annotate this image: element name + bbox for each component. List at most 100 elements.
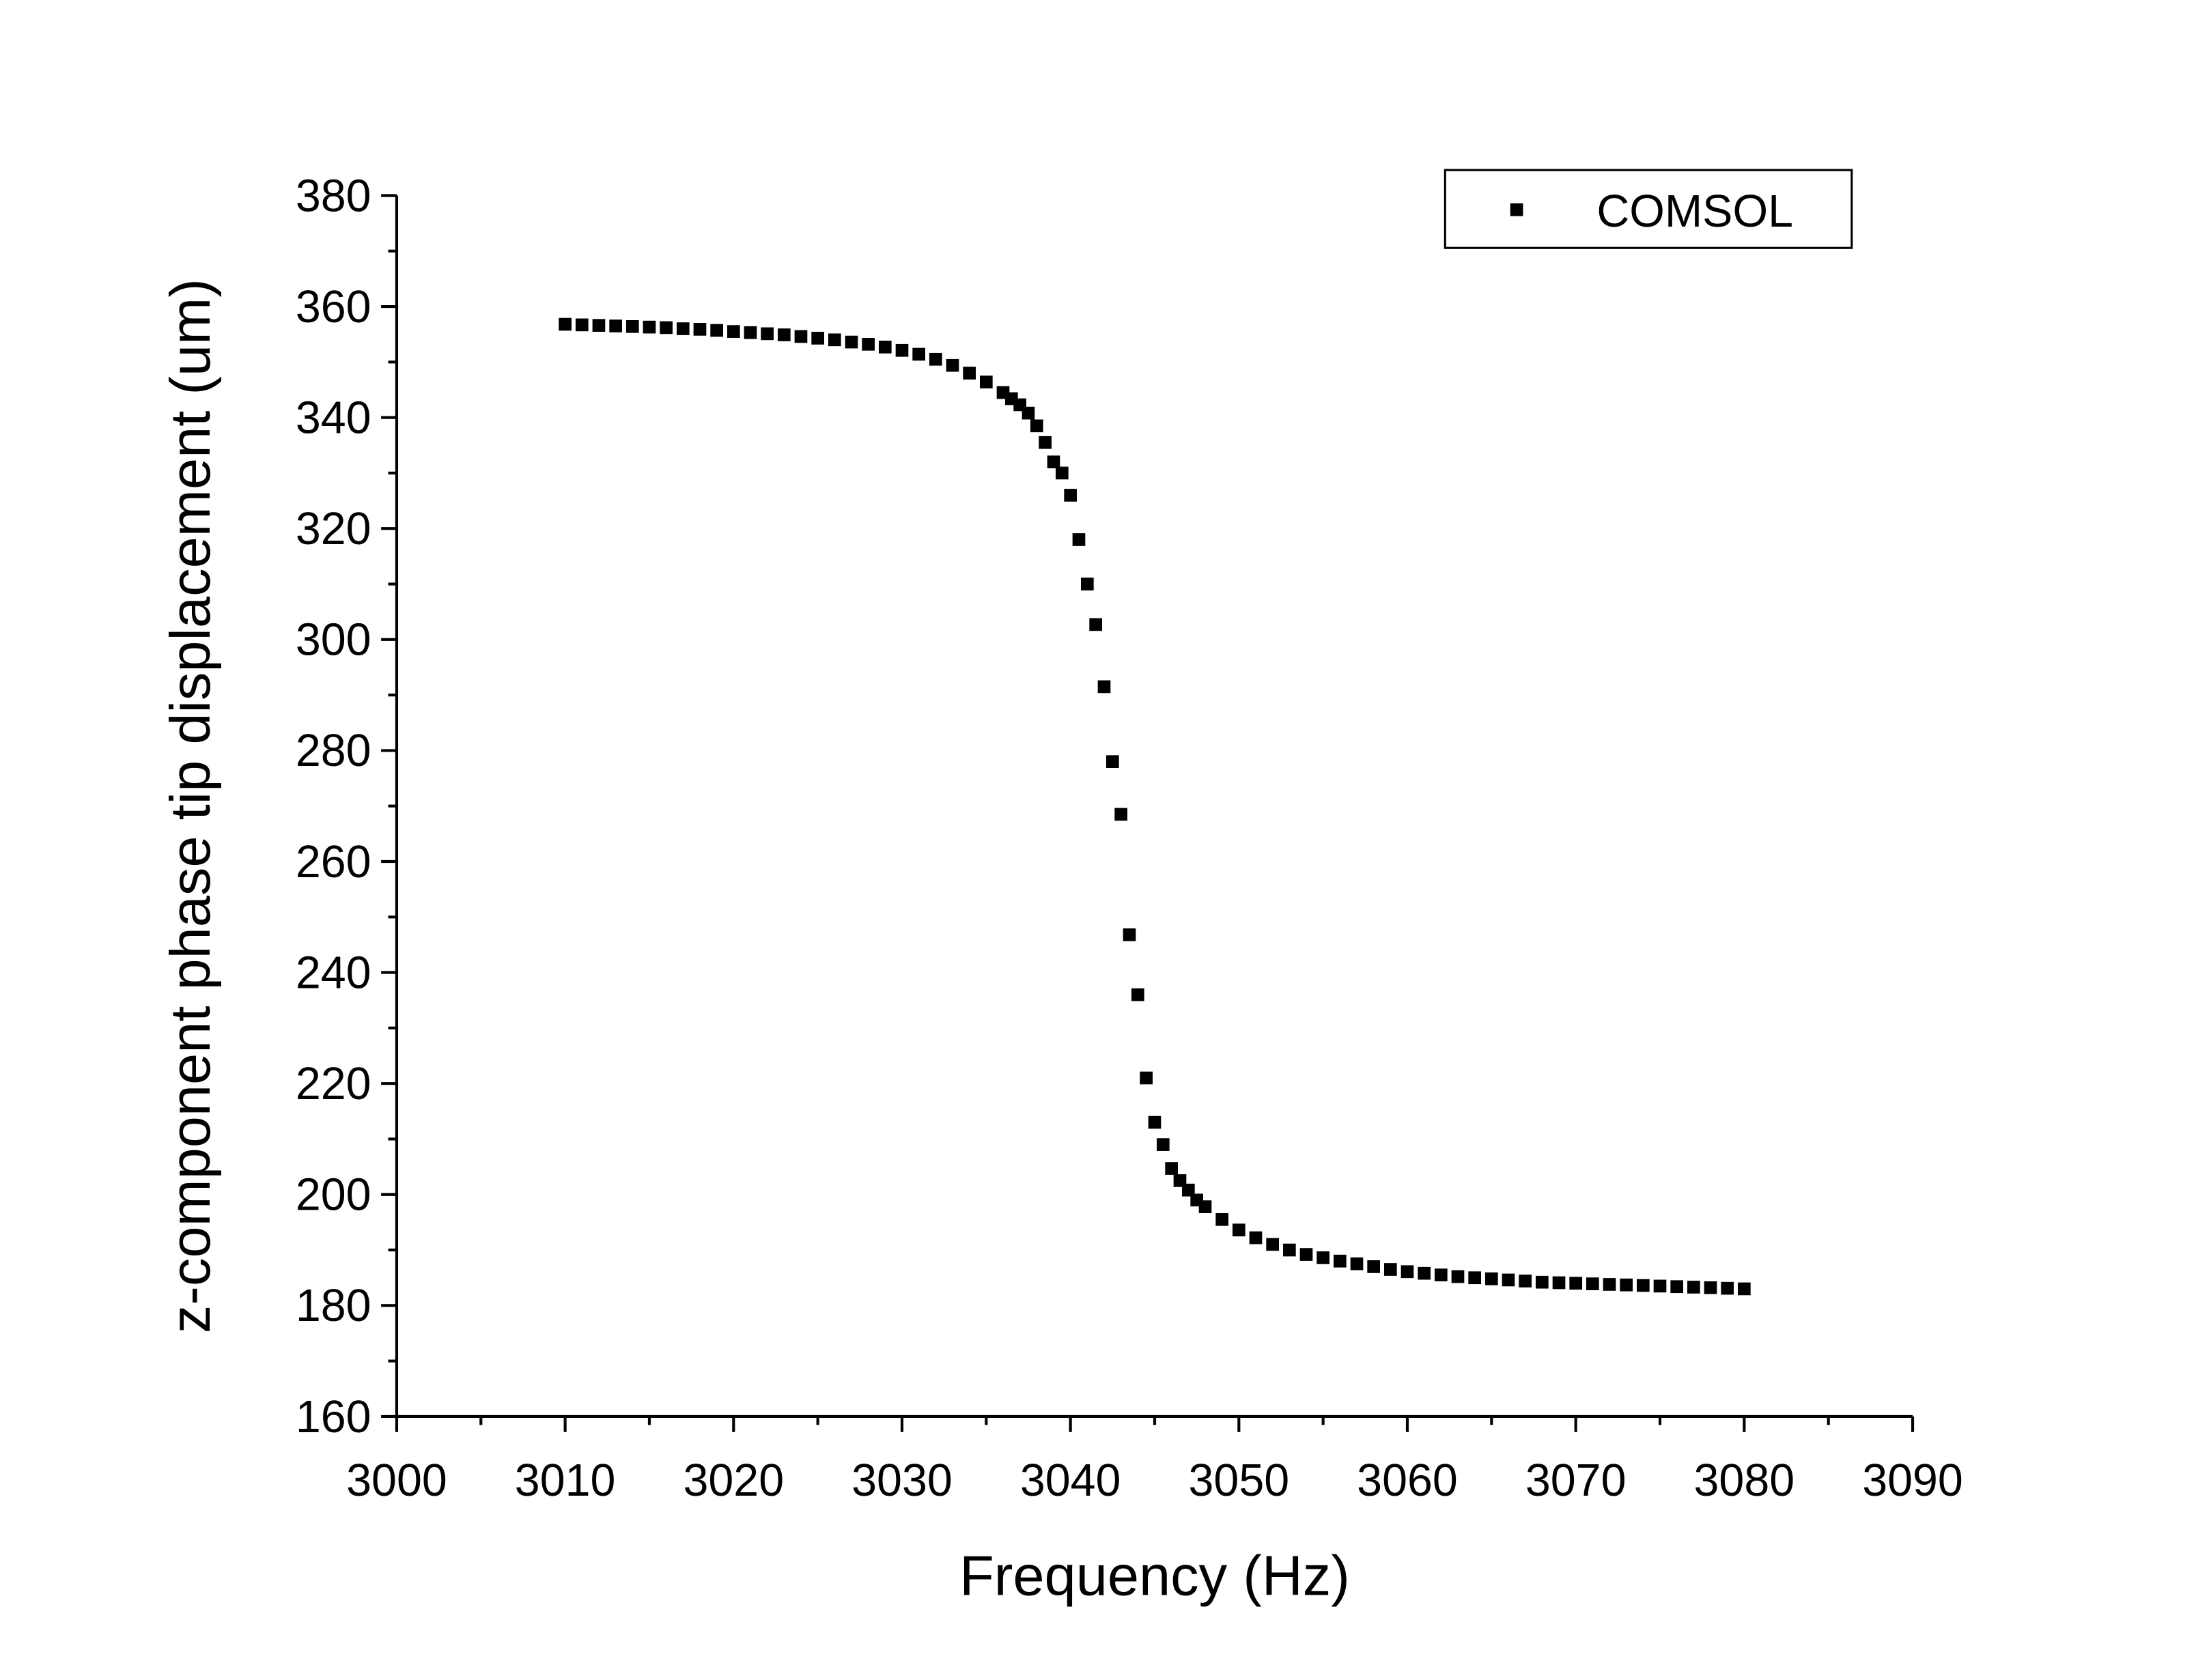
x-tick-label: 3040 xyxy=(1020,1455,1121,1506)
legend-label: COMSOL xyxy=(1596,186,1793,237)
point xyxy=(643,320,656,334)
point xyxy=(761,327,774,341)
point xyxy=(1586,1277,1599,1290)
point xyxy=(1089,618,1102,631)
point xyxy=(1140,1071,1153,1085)
point xyxy=(1080,578,1094,590)
point xyxy=(660,321,673,334)
x-tick-label: 3000 xyxy=(346,1455,447,1506)
point xyxy=(1536,1275,1549,1289)
y-tick-label: 340 xyxy=(296,393,371,443)
point xyxy=(1418,1266,1431,1280)
point xyxy=(1502,1273,1515,1287)
point xyxy=(559,317,572,331)
point xyxy=(1317,1251,1330,1264)
point xyxy=(1299,1248,1313,1261)
point xyxy=(1435,1268,1448,1281)
point xyxy=(862,337,875,351)
point xyxy=(1156,1138,1170,1151)
point xyxy=(929,352,942,366)
point xyxy=(1485,1272,1498,1285)
y-tick-label: 380 xyxy=(296,171,371,221)
point xyxy=(1047,455,1060,469)
y-tick-label: 360 xyxy=(296,282,371,332)
y-axis-title: z-component phase tip displacement (um) xyxy=(158,279,222,1333)
x-tick-label: 3020 xyxy=(683,1455,784,1506)
point xyxy=(1637,1279,1650,1292)
legend-marker xyxy=(1510,203,1523,216)
y-tick-label: 180 xyxy=(296,1281,371,1331)
point xyxy=(609,319,622,332)
point xyxy=(693,323,707,336)
point xyxy=(845,335,858,349)
point xyxy=(895,343,909,357)
point xyxy=(1131,988,1144,1001)
point xyxy=(1468,1271,1482,1285)
point xyxy=(625,319,639,333)
y-tick-label: 200 xyxy=(296,1170,371,1221)
point xyxy=(1266,1238,1280,1251)
x-tick-label: 3030 xyxy=(851,1455,953,1506)
point xyxy=(1198,1200,1212,1213)
point xyxy=(794,330,808,343)
point xyxy=(1687,1281,1700,1294)
y-tick-label: 160 xyxy=(296,1392,371,1442)
point xyxy=(1055,466,1069,480)
y-tick-label: 280 xyxy=(296,726,371,776)
point xyxy=(710,324,723,337)
point xyxy=(1519,1275,1532,1287)
point xyxy=(777,328,791,341)
y-tick-label: 220 xyxy=(296,1059,371,1109)
point xyxy=(1653,1279,1667,1293)
point xyxy=(1064,489,1077,502)
point xyxy=(1030,419,1043,433)
point xyxy=(1114,808,1127,821)
point xyxy=(979,375,993,388)
point xyxy=(727,325,740,338)
point xyxy=(1165,1162,1178,1175)
point xyxy=(1106,755,1119,769)
x-tick-label: 3060 xyxy=(1357,1455,1458,1506)
point xyxy=(1367,1260,1381,1273)
y-tick-label: 260 xyxy=(296,837,371,887)
point xyxy=(1181,1183,1195,1197)
point xyxy=(1451,1270,1465,1283)
point xyxy=(1123,928,1136,941)
point xyxy=(744,326,757,339)
point xyxy=(1249,1231,1263,1244)
point xyxy=(1384,1263,1397,1276)
point xyxy=(1350,1257,1364,1270)
x-tick-label: 3090 xyxy=(1862,1455,1963,1506)
point xyxy=(1022,406,1035,420)
point xyxy=(1620,1278,1633,1292)
point xyxy=(1603,1278,1616,1291)
x-tick-label: 3050 xyxy=(1188,1455,1289,1506)
y-tick-label: 240 xyxy=(296,948,371,998)
x-axis-title: Frequency (Hz) xyxy=(959,1543,1350,1607)
y-tick-label: 300 xyxy=(296,615,371,666)
x-tick-label: 3070 xyxy=(1525,1455,1627,1506)
point xyxy=(1148,1115,1162,1129)
point xyxy=(676,322,690,335)
point xyxy=(1215,1213,1229,1226)
point xyxy=(1232,1223,1245,1237)
point xyxy=(946,358,959,372)
point xyxy=(1282,1243,1296,1257)
point xyxy=(878,341,892,354)
point xyxy=(1552,1276,1566,1290)
point xyxy=(1704,1281,1717,1294)
point xyxy=(1670,1280,1684,1294)
point xyxy=(1333,1254,1347,1268)
point xyxy=(1097,680,1111,694)
x-tick-label: 3010 xyxy=(515,1455,616,1506)
point xyxy=(1039,436,1052,449)
x-tick-label: 3080 xyxy=(1694,1455,1795,1506)
point xyxy=(1400,1265,1414,1279)
point xyxy=(575,318,589,332)
point xyxy=(828,333,841,347)
y-tick-label: 320 xyxy=(296,504,371,554)
point xyxy=(1072,533,1086,546)
point xyxy=(1721,1281,1734,1295)
